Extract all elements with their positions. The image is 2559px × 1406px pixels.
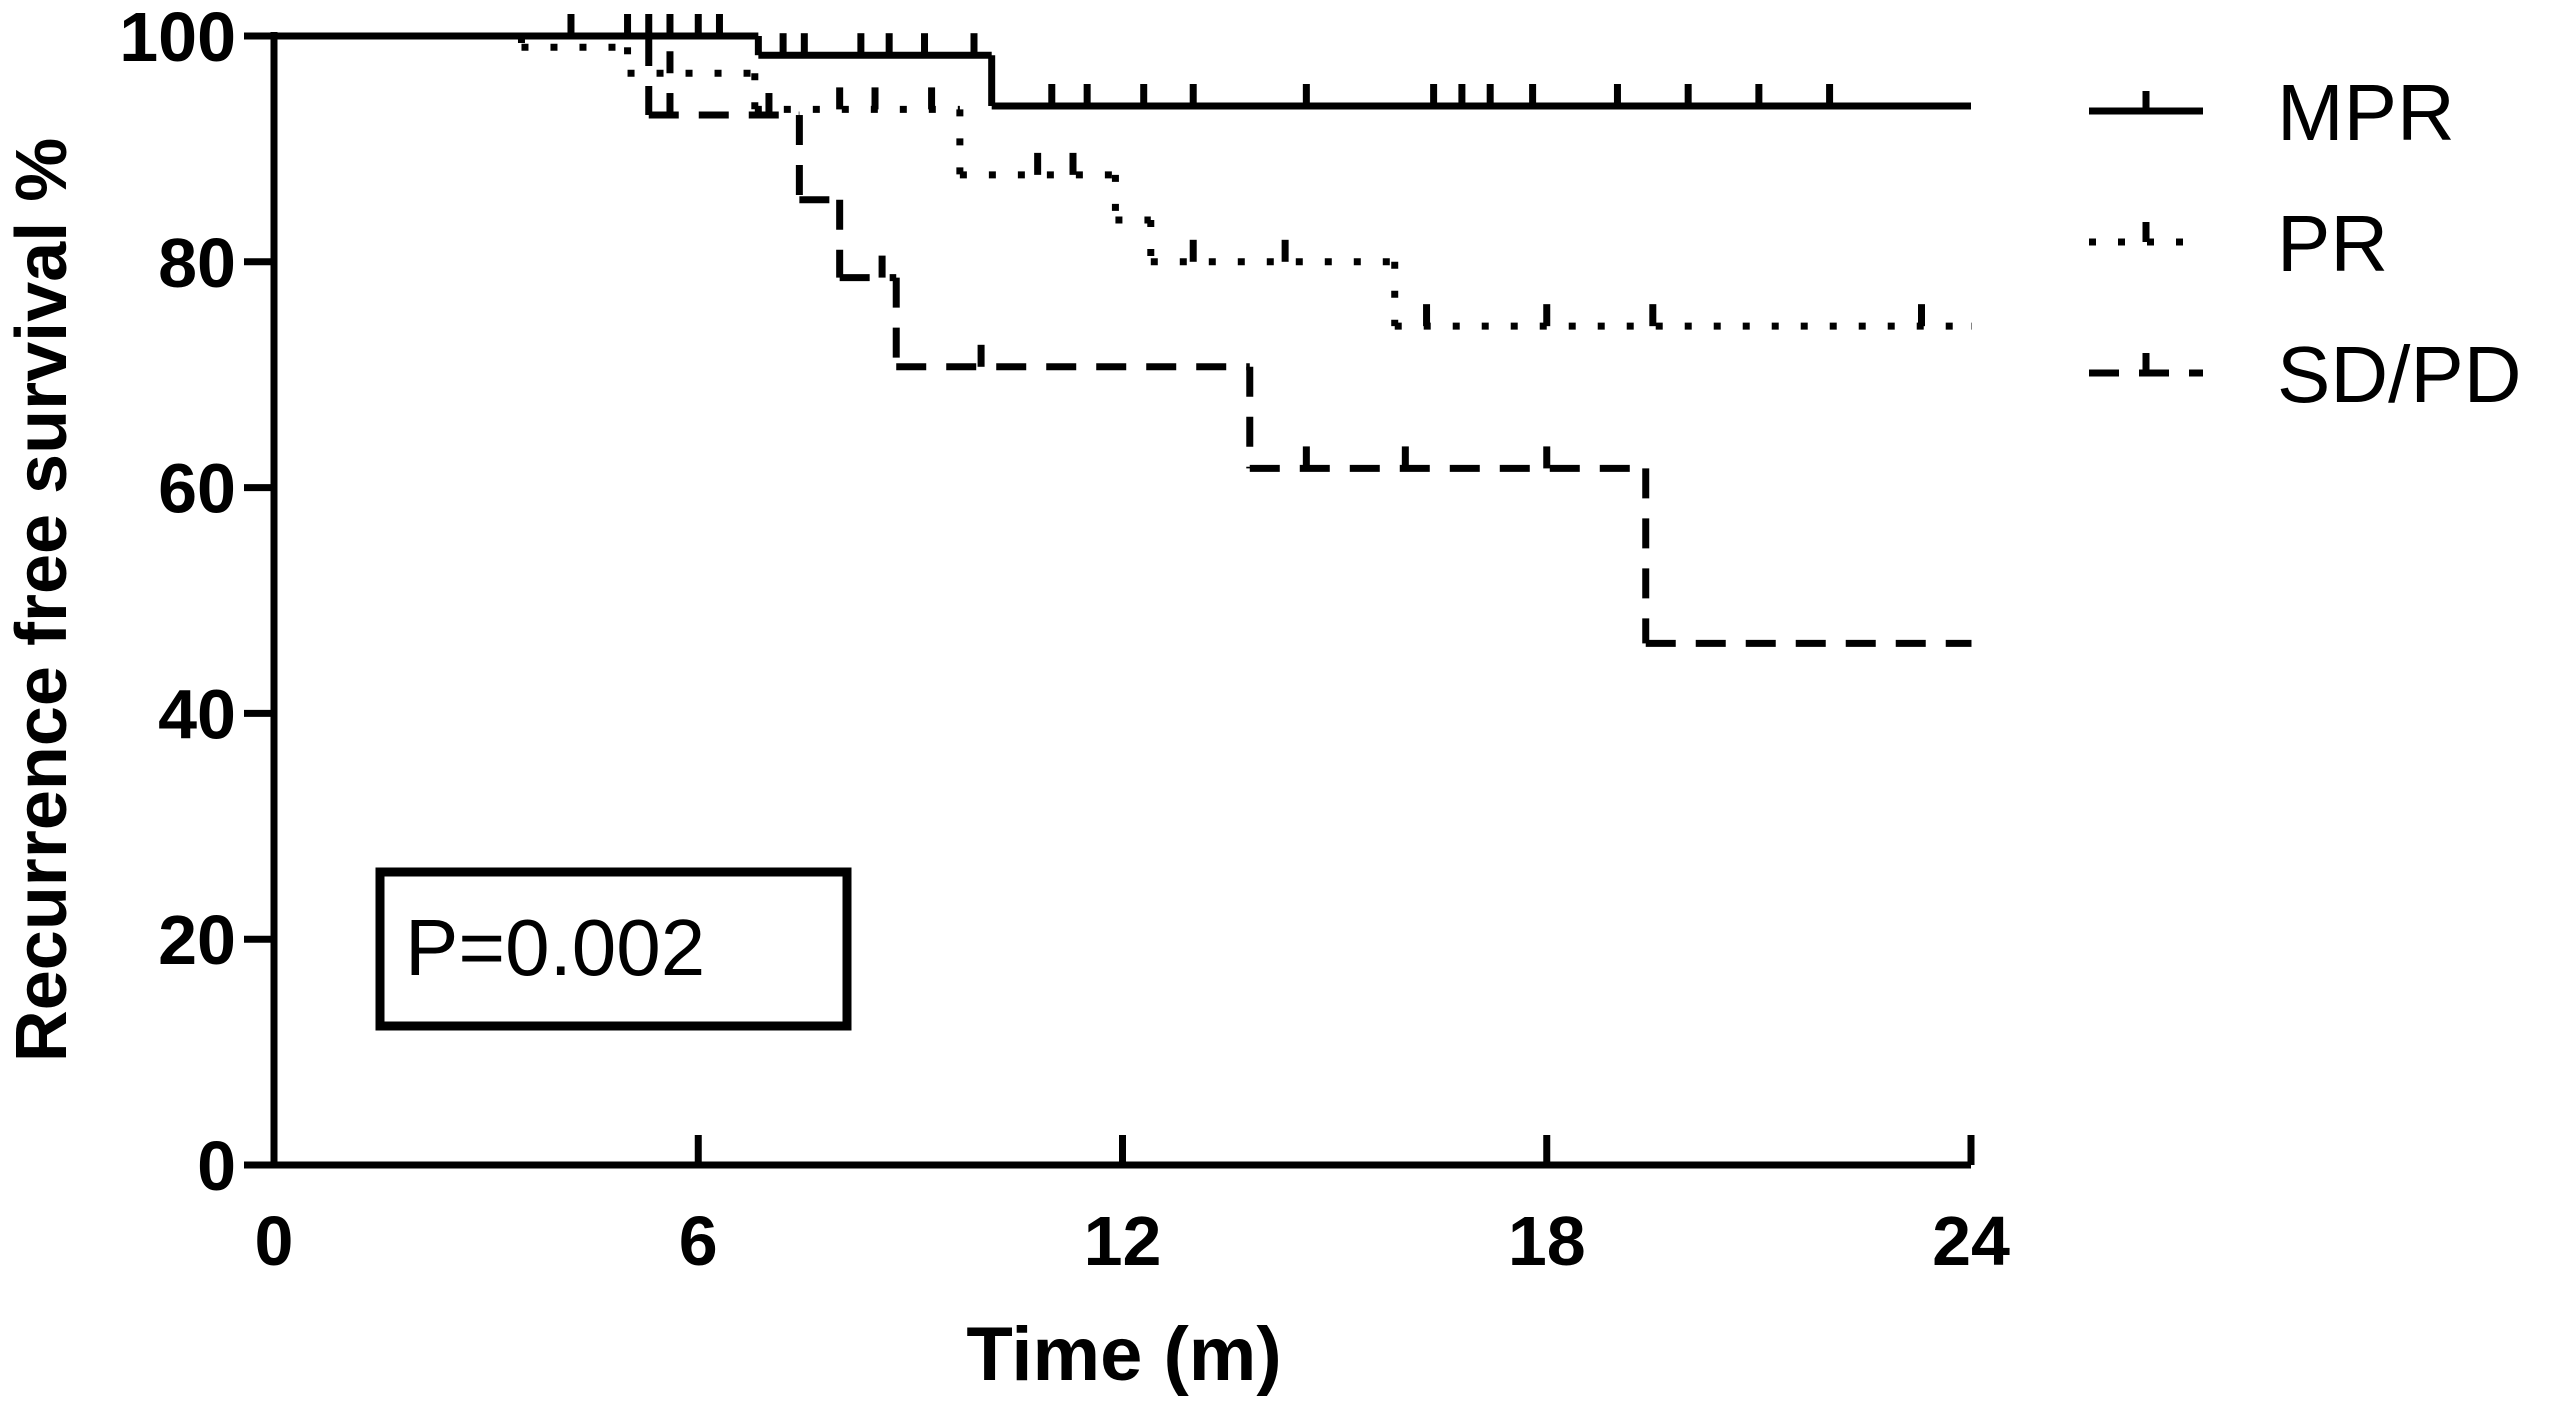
legend-label: SD/PD — [2277, 330, 2522, 419]
annotation: P=0.002 — [405, 903, 705, 992]
legend-label: PR — [2277, 199, 2388, 288]
x-tick-label: 6 — [679, 1202, 718, 1280]
x-tick-label: 0 — [255, 1202, 294, 1280]
y-tick-label: 100 — [119, 0, 236, 76]
y-tick-label: 20 — [158, 901, 236, 979]
x-tick-label: 18 — [1508, 1202, 1586, 1280]
y-tick-label: 0 — [197, 1127, 236, 1205]
y-tick-label: 60 — [158, 450, 236, 528]
x-tick-label: 12 — [1084, 1202, 1162, 1280]
legend-label: MPR — [2277, 68, 2455, 157]
y-tick-label: 80 — [158, 224, 236, 302]
y-tick-label: 40 — [158, 675, 236, 753]
y-axis-label: Recurrence free survival % — [2, 138, 82, 1063]
x-tick-label: 24 — [1932, 1202, 2010, 1280]
annotation-box — [375, 867, 852, 1031]
x-axis-label: Time (m) — [966, 1312, 1281, 1397]
